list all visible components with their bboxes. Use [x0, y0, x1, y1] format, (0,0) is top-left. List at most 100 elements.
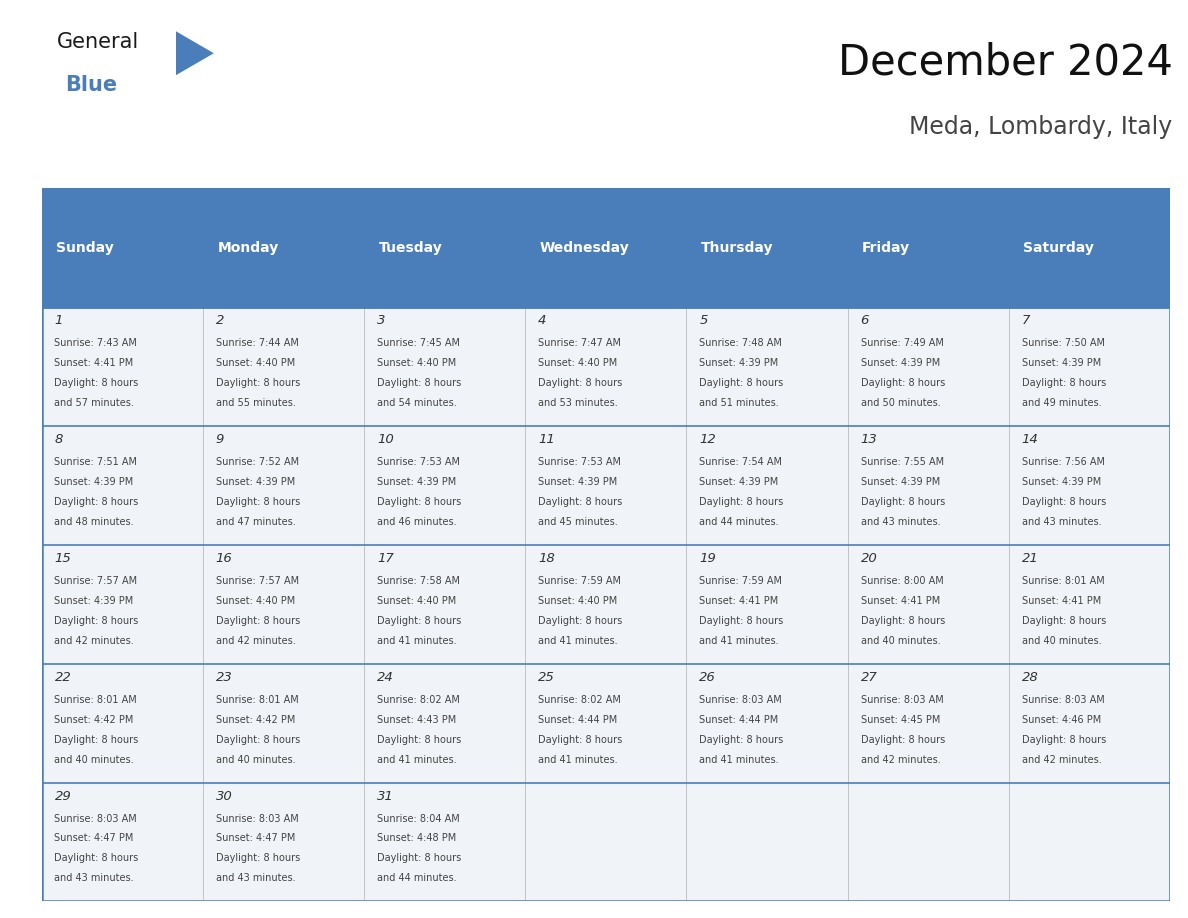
- Text: Sunset: 4:43 PM: Sunset: 4:43 PM: [377, 714, 456, 724]
- Text: Monday: Monday: [214, 208, 276, 222]
- Text: Sunset: 4:42 PM: Sunset: 4:42 PM: [55, 714, 134, 724]
- Text: Sunset: 4:48 PM: Sunset: 4:48 PM: [377, 834, 456, 844]
- Text: 21: 21: [1022, 552, 1038, 565]
- Text: Sunset: 4:40 PM: Sunset: 4:40 PM: [538, 596, 618, 606]
- Text: and 53 minutes.: and 53 minutes.: [538, 397, 618, 408]
- Text: Sunrise: 8:02 AM: Sunrise: 8:02 AM: [377, 695, 460, 705]
- Text: and 48 minutes.: and 48 minutes.: [55, 517, 134, 527]
- Bar: [364, 544, 525, 664]
- Bar: [1009, 664, 1170, 782]
- Bar: [687, 426, 848, 544]
- Text: Tuesday: Tuesday: [379, 241, 442, 254]
- Polygon shape: [176, 31, 214, 75]
- Bar: [1009, 426, 1170, 544]
- Text: Sunrise: 8:03 AM: Sunrise: 8:03 AM: [216, 813, 298, 823]
- Text: Sunday: Sunday: [56, 241, 114, 254]
- Text: Daylight: 8 hours: Daylight: 8 hours: [216, 734, 299, 744]
- Text: 2: 2: [216, 314, 225, 327]
- Text: Sunset: 4:44 PM: Sunset: 4:44 PM: [538, 714, 618, 724]
- Text: and 54 minutes.: and 54 minutes.: [377, 397, 456, 408]
- Text: Thursday: Thursday: [701, 241, 773, 254]
- Text: and 43 minutes.: and 43 minutes.: [1022, 517, 1101, 527]
- Text: Daylight: 8 hours: Daylight: 8 hours: [55, 378, 139, 388]
- Text: Sunset: 4:39 PM: Sunset: 4:39 PM: [1022, 358, 1101, 368]
- Text: and 42 minutes.: and 42 minutes.: [860, 755, 941, 765]
- Text: Sunset: 4:47 PM: Sunset: 4:47 PM: [216, 834, 295, 844]
- Text: Daylight: 8 hours: Daylight: 8 hours: [55, 854, 139, 864]
- Bar: [848, 782, 1009, 901]
- Bar: [687, 664, 848, 782]
- Text: Sunrise: 8:03 AM: Sunrise: 8:03 AM: [55, 813, 138, 823]
- Text: Tuesday: Tuesday: [375, 208, 440, 222]
- Text: Sunrise: 8:00 AM: Sunrise: 8:00 AM: [860, 576, 943, 586]
- Bar: [848, 544, 1009, 664]
- Text: Blue: Blue: [65, 75, 118, 95]
- Text: and 41 minutes.: and 41 minutes.: [377, 635, 456, 645]
- Text: Friday: Friday: [862, 241, 910, 254]
- Text: Sunset: 4:41 PM: Sunset: 4:41 PM: [55, 358, 134, 368]
- Text: Sunrise: 7:50 AM: Sunrise: 7:50 AM: [1022, 338, 1105, 348]
- Text: Daylight: 8 hours: Daylight: 8 hours: [1022, 497, 1106, 507]
- Text: 31: 31: [377, 789, 393, 802]
- Text: 29: 29: [55, 789, 71, 802]
- Text: 23: 23: [216, 671, 233, 684]
- Text: Daylight: 8 hours: Daylight: 8 hours: [860, 734, 944, 744]
- Text: Sunset: 4:47 PM: Sunset: 4:47 PM: [55, 834, 134, 844]
- Text: and 45 minutes.: and 45 minutes.: [538, 517, 618, 527]
- Text: and 57 minutes.: and 57 minutes.: [55, 397, 134, 408]
- Text: and 40 minutes.: and 40 minutes.: [216, 755, 296, 765]
- Bar: [203, 544, 364, 664]
- Text: Sunrise: 8:03 AM: Sunrise: 8:03 AM: [700, 695, 782, 705]
- Text: 16: 16: [216, 552, 233, 565]
- Text: and 42 minutes.: and 42 minutes.: [1022, 755, 1101, 765]
- Bar: [42, 782, 203, 901]
- Text: 4: 4: [538, 314, 546, 327]
- Text: Daylight: 8 hours: Daylight: 8 hours: [216, 497, 299, 507]
- Text: Saturday: Saturday: [1023, 241, 1094, 254]
- Text: Sunrise: 7:48 AM: Sunrise: 7:48 AM: [700, 338, 782, 348]
- Text: 27: 27: [860, 671, 878, 684]
- Text: Sunset: 4:39 PM: Sunset: 4:39 PM: [860, 476, 940, 487]
- Text: Daylight: 8 hours: Daylight: 8 hours: [538, 497, 623, 507]
- Text: 5: 5: [700, 314, 708, 327]
- Bar: [687, 307, 848, 426]
- Text: Sunrise: 7:59 AM: Sunrise: 7:59 AM: [538, 576, 621, 586]
- Text: Daylight: 8 hours: Daylight: 8 hours: [377, 378, 461, 388]
- Text: Sunrise: 7:57 AM: Sunrise: 7:57 AM: [216, 576, 299, 586]
- Text: Sunset: 4:39 PM: Sunset: 4:39 PM: [216, 476, 295, 487]
- Text: 9: 9: [216, 433, 225, 446]
- Bar: [42, 664, 203, 782]
- Text: Sunrise: 7:55 AM: Sunrise: 7:55 AM: [860, 457, 943, 467]
- Text: Sunset: 4:39 PM: Sunset: 4:39 PM: [860, 358, 940, 368]
- Bar: [848, 307, 1009, 426]
- Bar: [42, 188, 1170, 307]
- Bar: [687, 782, 848, 901]
- Text: 25: 25: [538, 671, 555, 684]
- Text: Sunrise: 8:02 AM: Sunrise: 8:02 AM: [538, 695, 621, 705]
- Text: Daylight: 8 hours: Daylight: 8 hours: [1022, 378, 1106, 388]
- Text: 14: 14: [1022, 433, 1038, 446]
- Text: Daylight: 8 hours: Daylight: 8 hours: [55, 616, 139, 626]
- Text: Wednesday: Wednesday: [537, 208, 626, 222]
- Text: Daylight: 8 hours: Daylight: 8 hours: [860, 616, 944, 626]
- Text: Daylight: 8 hours: Daylight: 8 hours: [216, 616, 299, 626]
- Text: Daylight: 8 hours: Daylight: 8 hours: [55, 497, 139, 507]
- Bar: [42, 544, 203, 664]
- Text: Sunset: 4:39 PM: Sunset: 4:39 PM: [55, 596, 134, 606]
- Text: 12: 12: [700, 433, 716, 446]
- Text: Sunset: 4:40 PM: Sunset: 4:40 PM: [377, 596, 456, 606]
- Text: Thursday: Thursday: [697, 208, 770, 222]
- Text: Daylight: 8 hours: Daylight: 8 hours: [377, 854, 461, 864]
- Text: Sunrise: 7:53 AM: Sunrise: 7:53 AM: [538, 457, 621, 467]
- Bar: [1009, 307, 1170, 426]
- Text: and 43 minutes.: and 43 minutes.: [860, 517, 940, 527]
- Text: Sunrise: 8:03 AM: Sunrise: 8:03 AM: [860, 695, 943, 705]
- Text: Daylight: 8 hours: Daylight: 8 hours: [377, 734, 461, 744]
- Text: 10: 10: [377, 433, 393, 446]
- Text: and 41 minutes.: and 41 minutes.: [377, 755, 456, 765]
- Text: Daylight: 8 hours: Daylight: 8 hours: [1022, 734, 1106, 744]
- Bar: [364, 782, 525, 901]
- Text: Sunrise: 8:04 AM: Sunrise: 8:04 AM: [377, 813, 460, 823]
- Bar: [525, 664, 687, 782]
- Text: and 46 minutes.: and 46 minutes.: [377, 517, 456, 527]
